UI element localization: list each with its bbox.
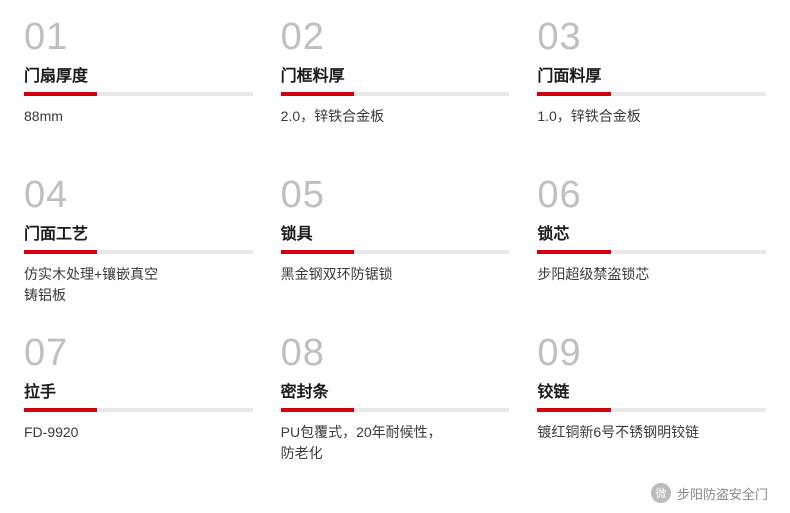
spec-number: 08: [281, 334, 510, 372]
spec-desc: 2.0，锌铁合金板: [281, 106, 510, 148]
spec-item-05: 05 锁具 黑金钢双环防锯锁: [281, 176, 510, 306]
watermark-footer: 微 步阳防盗安全门: [651, 483, 768, 503]
spec-desc: 镀红铜新6号不锈钢明铰链: [537, 422, 766, 464]
spec-number: 04: [24, 176, 253, 214]
watermark-text: 步阳防盗安全门: [677, 484, 768, 503]
spec-title: 拉手: [24, 378, 253, 402]
spec-desc: FD-9920: [24, 422, 253, 464]
spec-title: 铰链: [537, 378, 766, 402]
spec-item-06: 06 锁芯 步阳超级禁盗锁芯: [537, 176, 766, 306]
spec-desc: PU包覆式，20年耐候性，防老化: [281, 422, 510, 464]
spec-number: 01: [24, 18, 253, 56]
spec-item-09: 09 铰链 镀红铜新6号不锈钢明铰链: [537, 334, 766, 464]
spec-desc: 步阳超级禁盗锁芯: [537, 264, 766, 306]
spec-number: 02: [281, 18, 510, 56]
accent-bar: [281, 250, 510, 254]
spec-item-02: 02 门框料厚 2.0，锌铁合金板: [281, 18, 510, 148]
accent-bar: [281, 408, 510, 412]
spec-title: 锁芯: [537, 220, 766, 244]
accent-bar: [24, 92, 253, 96]
spec-title: 门框料厚: [281, 62, 510, 86]
spec-item-08: 08 密封条 PU包覆式，20年耐候性，防老化: [281, 334, 510, 464]
spec-number: 03: [537, 18, 766, 56]
accent-bar: [24, 250, 253, 254]
spec-title: 门面工艺: [24, 220, 253, 244]
spec-item-04: 04 门面工艺 仿实木处理+镶嵌真空铸铝板: [24, 176, 253, 306]
spec-desc: 黑金钢双环防锯锁: [281, 264, 510, 306]
accent-bar: [537, 408, 766, 412]
spec-item-07: 07 拉手 FD-9920: [24, 334, 253, 464]
spec-number: 06: [537, 176, 766, 214]
spec-item-03: 03 门面料厚 1.0，锌铁合金板: [537, 18, 766, 148]
spec-desc: 仿实木处理+镶嵌真空铸铝板: [24, 264, 253, 306]
spec-number: 09: [537, 334, 766, 372]
accent-bar: [537, 250, 766, 254]
accent-bar: [281, 92, 510, 96]
spec-number: 05: [281, 176, 510, 214]
spec-desc: 1.0，锌铁合金板: [537, 106, 766, 148]
spec-item-01: 01 门扇厚度 88mm: [24, 18, 253, 148]
spec-title: 密封条: [281, 378, 510, 402]
wechat-icon: 微: [651, 483, 671, 503]
spec-number: 07: [24, 334, 253, 372]
spec-grid: 01 门扇厚度 88mm 02 门框料厚 2.0，锌铁合金板 03 门面料厚 1…: [24, 18, 766, 464]
spec-title: 锁具: [281, 220, 510, 244]
accent-bar: [24, 408, 253, 412]
spec-desc: 88mm: [24, 106, 253, 148]
accent-bar: [537, 92, 766, 96]
spec-title: 门扇厚度: [24, 62, 253, 86]
spec-title: 门面料厚: [537, 62, 766, 86]
